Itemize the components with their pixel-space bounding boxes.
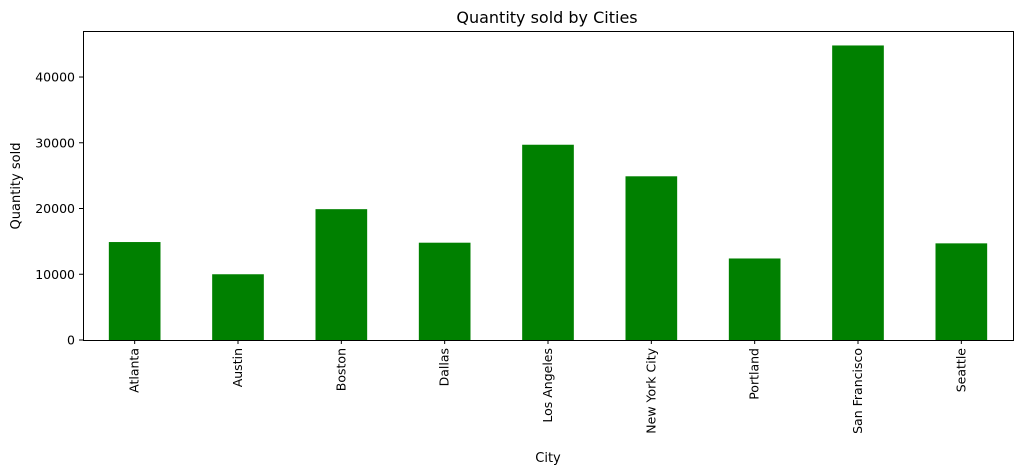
x-tick-label: Seattle <box>953 348 968 393</box>
x-tick-label: Los Angeles <box>540 348 555 423</box>
x-tick-label: Boston <box>333 348 348 391</box>
x-tick-label: New York City <box>643 347 658 433</box>
bar-san-francisco <box>832 45 884 340</box>
bar-portland <box>728 258 781 340</box>
x-axis: Atlanta Austin Boston Dallas Los Angeles New … <box>127 340 968 434</box>
x-tick-label: San Francisco <box>850 348 865 434</box>
bar-atlanta <box>108 242 161 340</box>
bar-boston <box>315 209 368 340</box>
x-axis-label: City <box>535 451 561 466</box>
y-tick-label: 40000 <box>35 70 75 85</box>
chart-title: Quantity sold by Cities <box>456 8 637 27</box>
x-tick-label: Dallas <box>437 348 452 386</box>
bar-los-angeles <box>522 144 574 340</box>
bar-new-york-city <box>625 176 678 340</box>
bar-seattle <box>935 243 988 340</box>
x-tick-label: Portland <box>747 348 762 400</box>
bar-dallas <box>418 242 471 340</box>
bars-group <box>108 45 988 340</box>
bar-austin <box>212 274 264 340</box>
x-tick-label: Austin <box>230 348 245 387</box>
y-tick-label: 0 <box>67 333 75 348</box>
y-tick-label: 20000 <box>35 201 75 216</box>
y-tick-label: 10000 <box>35 267 75 282</box>
y-axis: 0 10000 20000 30000 40000 <box>35 70 83 348</box>
y-axis-label: Quantity sold <box>9 143 24 230</box>
x-tick-label: Atlanta <box>127 348 142 393</box>
y-tick-label: 30000 <box>35 135 75 150</box>
